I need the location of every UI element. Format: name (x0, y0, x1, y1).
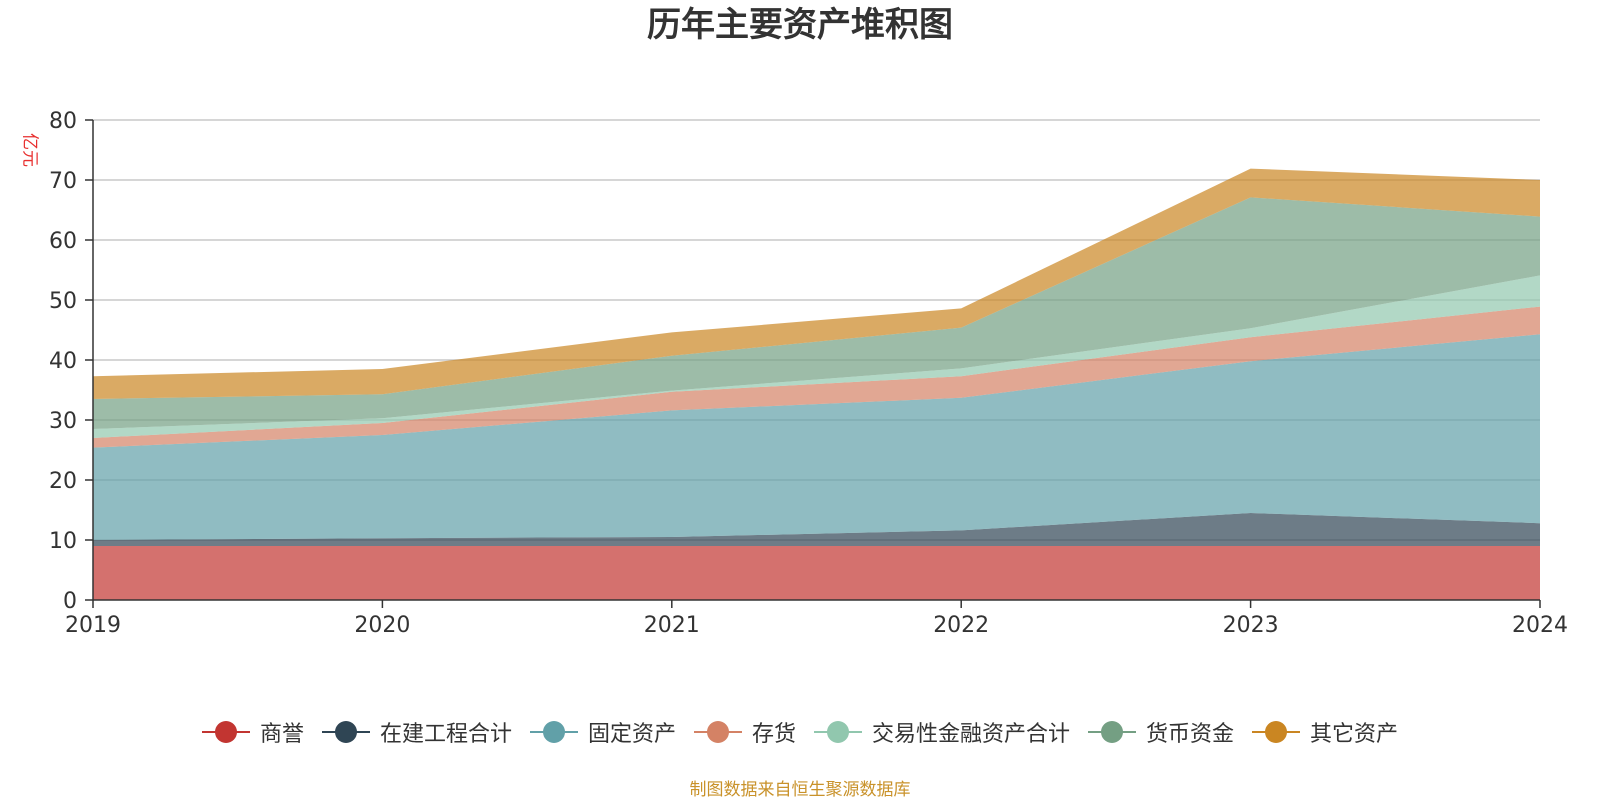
y-tick-label: 70 (49, 169, 77, 194)
legend-marker (1088, 720, 1137, 744)
legend-marker (814, 720, 862, 744)
area-在建工程合计 (93, 513, 1540, 546)
y-tick-label: 20 (49, 469, 77, 494)
legend-marker-dot (542, 721, 565, 743)
axes (85, 119, 1541, 608)
y-tick-label: 40 (49, 349, 77, 374)
legend-marker (1252, 720, 1301, 744)
y-tick-label: 50 (49, 289, 77, 314)
legend-label: 固定资产 (587, 722, 676, 747)
x-tick-label: 2021 (644, 613, 700, 638)
area-商誉 (93, 546, 1540, 600)
legend: 商誉 在建工程合计 固定资产 存货 交易性金融资产合计 货币资金 其它资产 (0, 716, 1600, 748)
chart-title: 历年主要资产堆积图 (647, 5, 953, 45)
source-note: 制图数据来自恒生聚源数据库 (689, 780, 911, 800)
legend-item[interactable]: 商誉 (201, 716, 304, 748)
tick-labels: 0 10 20 30 40 50 60 70 80 2019 2020 2021 2022 2023 202… (49, 109, 1568, 638)
x-tick-label: 2022 (933, 613, 989, 638)
area-存货 (93, 306, 1540, 448)
area-货币资金 (93, 197, 1540, 429)
legend-item[interactable]: 交易性金融资产合计 (814, 716, 1070, 748)
legend-item[interactable]: 固定资产 (529, 716, 676, 748)
legend-marker (321, 720, 370, 744)
legend-label: 交易性金融资产合计 (872, 722, 1071, 747)
legend-item[interactable]: 其它资产 (1252, 716, 1398, 748)
legend-item[interactable]: 存货 (693, 716, 796, 748)
legend-marker-dot (214, 721, 237, 743)
y-tick-label: 30 (49, 409, 77, 434)
legend-marker (693, 720, 742, 744)
x-tick-label: 2024 (1512, 613, 1568, 638)
legend-item[interactable]: 在建工程合计 (321, 716, 512, 748)
y-tick-label: 60 (49, 229, 77, 254)
legend-label: 在建工程合计 (379, 722, 512, 747)
legend-marker-dot (334, 721, 357, 743)
legend-label: 商誉 (259, 722, 304, 747)
x-tick-label: 2020 (354, 613, 410, 638)
legend-marker-dot (1101, 721, 1124, 743)
legend-item[interactable]: 货币资金 (1088, 716, 1234, 748)
legend-marker-dot (706, 721, 729, 743)
area-series (93, 168, 1540, 600)
y-tick-label: 10 (49, 529, 77, 554)
legend-label: 货币资金 (1146, 722, 1235, 747)
legend-marker-dot (1265, 721, 1288, 743)
legend-marker (201, 720, 250, 744)
legend-label: 存货 (751, 722, 796, 747)
x-tick-label: 2023 (1223, 613, 1279, 638)
y-tick-label: 80 (49, 109, 77, 134)
area-其它资产 (93, 168, 1540, 399)
area-固定资产 (93, 334, 1540, 540)
y-tick-label: 0 (63, 589, 77, 614)
legend-marker-dot (827, 721, 849, 743)
legend-label: 其它资产 (1310, 722, 1399, 747)
legend-marker (529, 720, 578, 744)
x-tick-label: 2019 (65, 613, 121, 638)
